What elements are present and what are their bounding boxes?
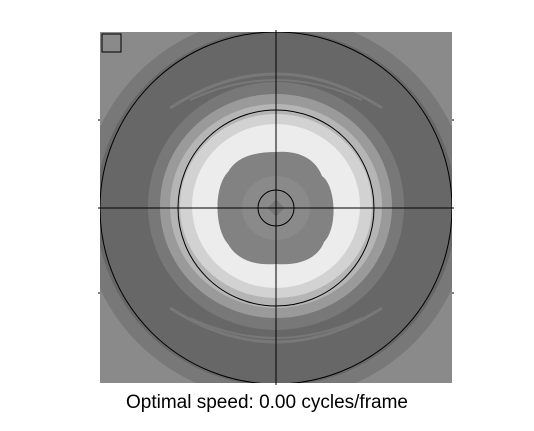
corner-box-icon bbox=[101, 33, 122, 53]
optimal-speed-value: 0.00 bbox=[259, 392, 297, 413]
optimal-speed-caption: Optimal speed: 0.00 cycles/frame bbox=[0, 392, 534, 414]
optimal-speed-label: Optimal speed: bbox=[126, 392, 254, 413]
speed-spectrum-plot bbox=[98, 30, 454, 385]
optimal-speed-unit: cycles/frame bbox=[301, 392, 408, 413]
